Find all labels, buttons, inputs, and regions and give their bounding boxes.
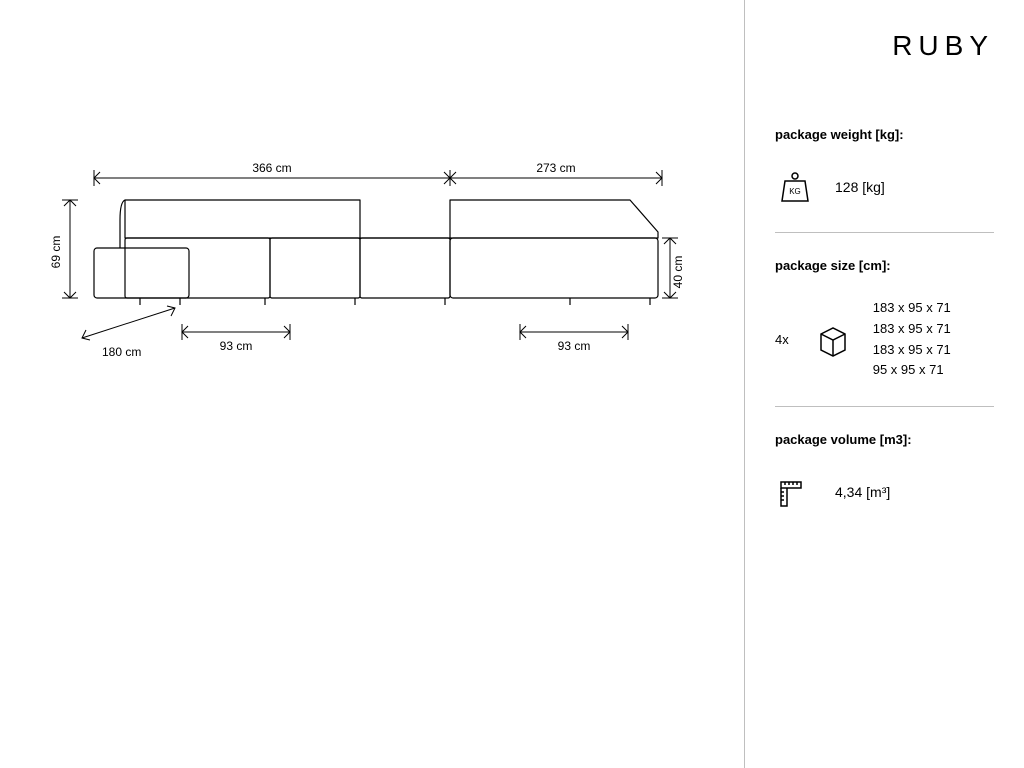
package-size-row: 183 x 95 x 71 [873, 319, 951, 340]
dim-depth-left: 180 cm [102, 345, 141, 359]
ruler-icon [775, 472, 815, 512]
package-size-row: 95 x 95 x 71 [873, 360, 951, 381]
dim-seat-b: 93 cm [558, 339, 591, 353]
diagram-panel: 366 cm 273 cm 69 cm [0, 0, 744, 768]
info-panel: RUBY package weight [kg]: KG 128 [kg] pa… [744, 0, 1024, 768]
dim-seat-a: 93 cm [220, 339, 253, 353]
dim-width-a: 366 cm [252, 161, 291, 175]
size-label: package size [cm]: [775, 258, 994, 273]
product-title: RUBY [775, 30, 994, 62]
sofa-diagram: 366 cm 273 cm 69 cm [30, 160, 680, 420]
package-size-row: 183 x 95 x 71 [873, 340, 951, 361]
size-list: 183 x 95 x 71 183 x 95 x 71 183 x 95 x 7… [873, 298, 951, 381]
volume-value: 4,34 [m³] [835, 484, 890, 500]
volume-label: package volume [m3]: [775, 432, 994, 447]
weight-label: package weight [kg]: [775, 127, 994, 142]
weight-value: 128 [kg] [835, 179, 885, 195]
box-icon [813, 320, 853, 360]
package-size-row: 183 x 95 x 71 [873, 298, 951, 319]
weight-icon: KG [775, 167, 815, 207]
dim-seat-height: 40 cm [671, 256, 685, 289]
weight-block: package weight [kg]: KG 128 [kg] [775, 102, 994, 233]
size-block: package size [cm]: 4x 183 x 95 x 71 183 … [775, 233, 994, 407]
size-qty: 4x [775, 332, 789, 347]
volume-block: package volume [m3]: 4,34 [m³] [775, 407, 994, 537]
svg-text:KG: KG [789, 187, 801, 196]
dim-height: 69 cm [49, 236, 63, 269]
dim-width-b: 273 cm [536, 161, 575, 175]
